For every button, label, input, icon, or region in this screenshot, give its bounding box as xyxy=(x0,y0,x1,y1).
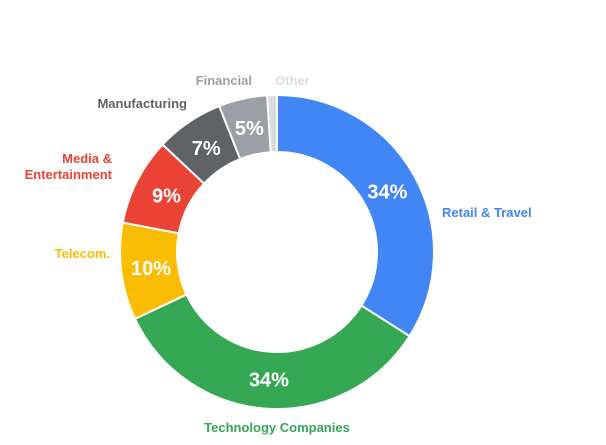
category-label-telecom: Telecom. xyxy=(55,246,110,261)
category-label-media-entertainment: Media & Entertainment xyxy=(25,151,113,182)
pct-label-financial: 5% xyxy=(235,118,264,140)
category-label-other: Other xyxy=(275,73,310,88)
category-label-retail-travel: Retail & Travel xyxy=(442,205,532,220)
slice-retail-travel xyxy=(276,93,435,338)
pct-label-retail-travel: 34% xyxy=(367,181,407,203)
pct-label-telecom: 10% xyxy=(131,258,171,280)
pct-label-manufacturing: 7% xyxy=(192,138,221,160)
slice-technology-companies xyxy=(133,293,411,410)
category-label-technology-companies: Technology Companies xyxy=(204,420,350,435)
pct-label-media-entertainment: 9% xyxy=(152,186,181,208)
slice-other xyxy=(266,93,278,154)
category-label-financial: Financial xyxy=(196,73,252,88)
category-label-manufacturing: Manufacturing xyxy=(97,96,187,111)
pct-label-technology-companies: 34% xyxy=(249,370,289,392)
